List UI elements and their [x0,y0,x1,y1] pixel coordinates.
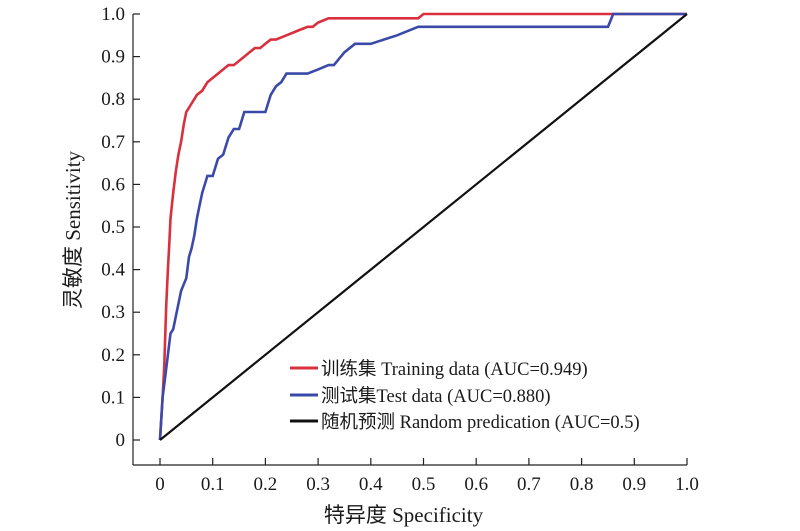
y-tick-label: 0.3 [101,302,125,323]
legend-label-training: 训练集 Training data (AUC=0.949) [321,359,588,380]
y-tick-label: 0.5 [101,217,125,238]
x-tick-label: 0.7 [517,474,541,495]
x-tick-label: 0.6 [464,474,488,495]
x-axis-title: 特异度 Specificity [324,503,484,527]
y-tick-label: 1.0 [101,4,125,25]
series-layer [158,12,688,441]
y-tick-label: 0.7 [101,132,125,153]
legend: 训练集 Training data (AUC=0.949) 测试集Test da… [290,359,640,433]
series-line-training [158,12,687,441]
x-tick-label: 0.4 [359,474,383,495]
x-ticks: 0 0.1 0.2 0.3 0.4 0.5 0.6 0.7 0.8 0.9 1.0 [155,458,699,495]
series-line-test [158,12,687,441]
legend-label-test: 测试集Test data (AUC=0.880) [321,386,551,407]
y-tick-label: 0.8 [101,89,125,110]
series-line-random [159,13,688,441]
y-tick-label: 0.2 [101,345,125,366]
y-tick-label: 0.6 [101,174,125,195]
x-tick-label: 0.3 [306,474,330,495]
y-tick-label: 0.1 [101,387,125,408]
y-tick-label: 0.9 [101,47,125,68]
x-tick-label: 0.1 [201,474,225,495]
x-tick-label: 0.9 [622,474,646,495]
legend-label-random: 随机预测 Random predication (AUC=0.5) [321,412,640,433]
y-tick-label: 0 [116,430,126,451]
x-tick-label: 1.0 [675,474,699,495]
y-axis-title: 灵敏度 Sensitivity [61,150,85,309]
y-ticks: 0 0.1 0.2 0.3 0.4 0.5 0.6 0.7 0.8 0.9 1.0 [101,4,140,451]
x-tick-label: 0.2 [254,474,278,495]
plot-frame [132,14,687,466]
x-tick-label: 0.5 [412,474,436,495]
x-tick-label: 0 [155,474,165,495]
x-tick-label: 0.8 [570,474,594,495]
y-tick-label: 0.4 [101,260,125,281]
